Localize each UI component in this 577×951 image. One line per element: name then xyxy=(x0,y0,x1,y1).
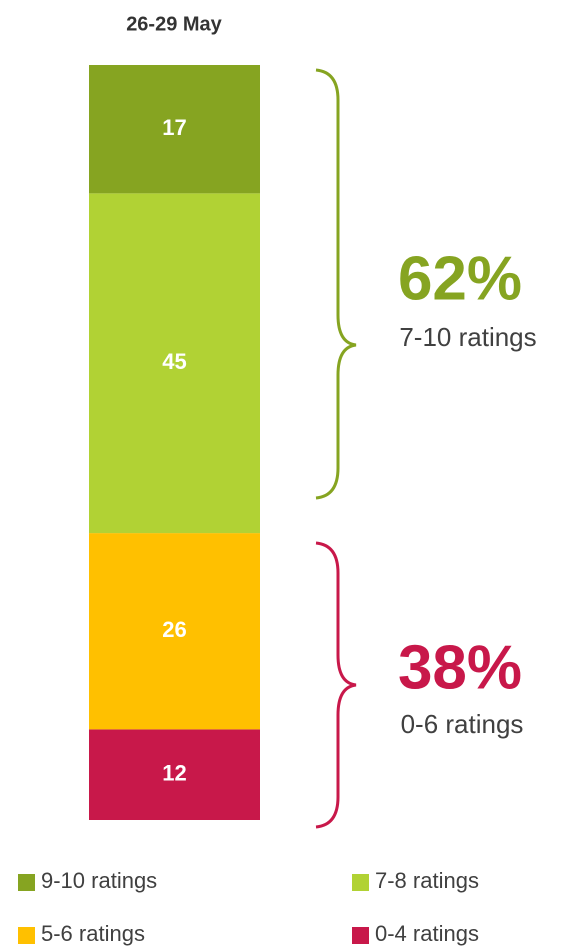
legend-label: 0-4 ratings xyxy=(375,921,479,946)
bar-segment xyxy=(89,65,260,194)
annotation-label: 7-10 ratings xyxy=(399,322,536,352)
brace xyxy=(315,541,357,829)
data-label: 45 xyxy=(162,349,186,374)
data-label: 12 xyxy=(162,761,186,786)
legend-swatch xyxy=(352,874,369,891)
legend-swatch xyxy=(18,927,35,944)
legend-swatch xyxy=(352,927,369,944)
annotation-label: 0-6 ratings xyxy=(401,709,524,739)
bar-segment xyxy=(89,729,260,820)
legend-label: 7-8 ratings xyxy=(375,868,479,893)
legend-label: 9-10 ratings xyxy=(41,868,157,893)
bar-segment xyxy=(89,193,260,534)
legend-swatch xyxy=(18,874,35,891)
data-label: 26 xyxy=(162,617,186,642)
data-label: 17 xyxy=(162,115,186,140)
legend-label: 5-6 ratings xyxy=(41,921,145,946)
chart-title: 26-29 May xyxy=(126,13,222,35)
bar-segment xyxy=(89,533,260,730)
brace xyxy=(315,68,357,500)
annotation-value: 62% xyxy=(398,244,522,313)
annotation-value: 38% xyxy=(398,633,522,702)
